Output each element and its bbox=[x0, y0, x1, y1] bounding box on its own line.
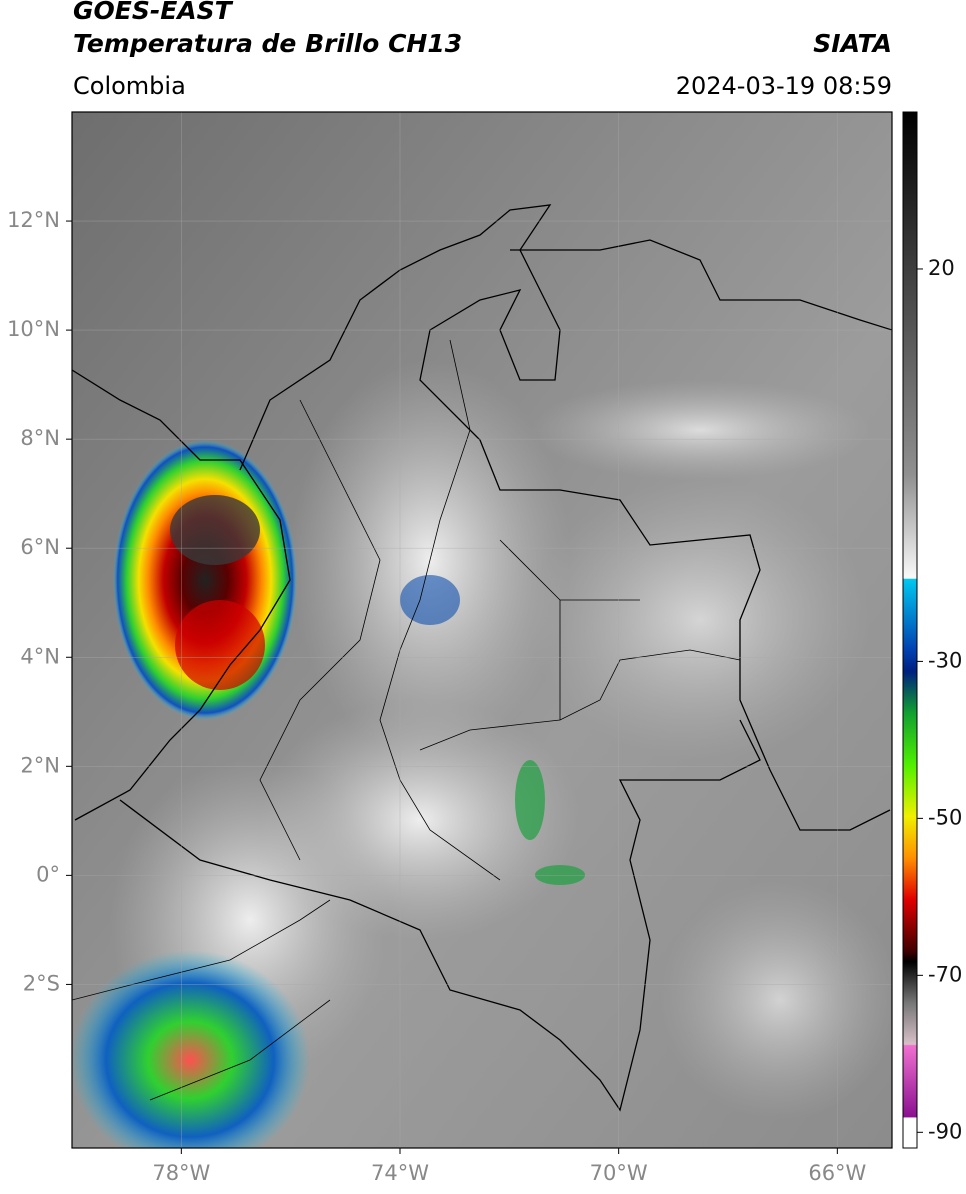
colorbar-tick-label: -30 bbox=[928, 648, 962, 672]
y-tick-label: 4°N bbox=[20, 644, 60, 668]
region: Colombia bbox=[73, 72, 186, 100]
colorbar-tick-label: 20 bbox=[928, 256, 955, 280]
x-tick-label: 70°W bbox=[590, 1161, 648, 1185]
header: GOES-EAST Temperatura de Brillo CH13 SIA… bbox=[73, 0, 892, 58]
title-line: Temperatura de Brillo CH13 bbox=[73, 29, 462, 58]
x-tick-label: 66°W bbox=[808, 1161, 866, 1185]
y-tick-label: 2°N bbox=[20, 753, 60, 777]
colorbar-tick-label: -90 bbox=[928, 1119, 962, 1143]
y-tick-label: 0° bbox=[36, 862, 60, 886]
x-tick-label: 74°W bbox=[371, 1161, 429, 1185]
map-frame bbox=[71, 111, 893, 1149]
x-tick-label: 78°W bbox=[152, 1161, 210, 1185]
satellite-image bbox=[72, 112, 892, 1148]
y-tick-label: 8°N bbox=[20, 426, 60, 450]
y-tick-label: 2°S bbox=[23, 971, 60, 995]
title-line: GOES-EAST bbox=[73, 0, 234, 25]
colorbar bbox=[902, 111, 918, 1149]
colorbar-tick-label: -50 bbox=[928, 805, 962, 829]
colorbar-tick-label: -70 bbox=[928, 962, 962, 986]
y-tick-label: 12°N bbox=[7, 208, 60, 232]
y-tick-label: 10°N bbox=[7, 317, 60, 341]
datetime: 2024-03-19 08:59 bbox=[676, 72, 892, 100]
source: SIATA bbox=[813, 29, 892, 58]
y-tick-label: 6°N bbox=[20, 535, 60, 559]
